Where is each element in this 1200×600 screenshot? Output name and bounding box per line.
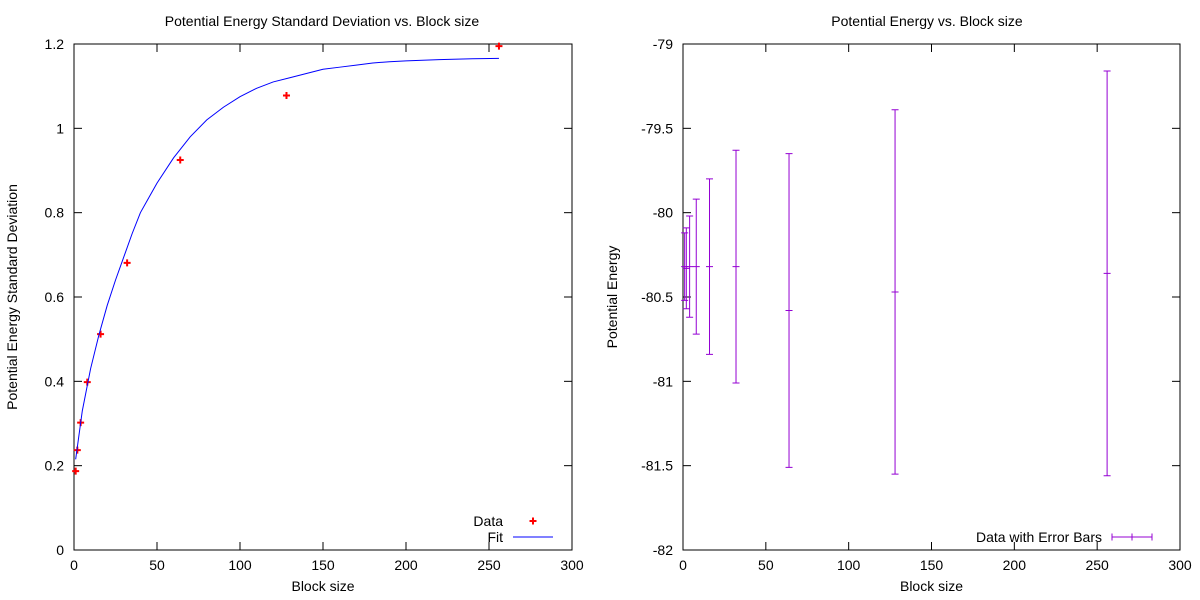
x-tick-label: 150: [311, 557, 335, 573]
x-tick-label: 0: [70, 557, 78, 573]
y-tick-label: 0.4: [45, 373, 65, 389]
legend-label: Data: [473, 513, 503, 529]
data-point: [176, 156, 184, 164]
x-tick-label: 50: [758, 557, 774, 573]
data-point: [72, 467, 80, 475]
error-bar: [891, 109, 899, 475]
data-point: [282, 91, 290, 99]
error-bar: [686, 215, 694, 318]
error-bar: [682, 227, 690, 310]
error-bar: [785, 153, 793, 468]
error-bar: [681, 232, 689, 301]
y-tick-label: -79.5: [641, 120, 673, 136]
data-point: [495, 42, 503, 50]
x-tick-label: 150: [920, 557, 944, 573]
x-axis-label: Block size: [900, 578, 963, 594]
error-bar: [692, 198, 700, 335]
legend-label: Fit: [487, 529, 503, 545]
plot-frame: [73, 43, 573, 551]
legend-marker: [529, 517, 537, 525]
y-tick-label: 0.6: [45, 289, 65, 305]
x-tick-label: 250: [477, 557, 501, 573]
data-point: [97, 330, 105, 338]
x-tick-label: 250: [1085, 557, 1109, 573]
x-tick-label: 300: [1168, 557, 1192, 573]
y-tick-label: 0: [56, 542, 64, 558]
chart-potential-energy: Potential Energy vs. Block size 0 50 100 150…: [604, 13, 1192, 594]
chart-title: Potential Energy Standard Deviation vs. …: [165, 13, 480, 29]
y-tick-label: 1.2: [45, 36, 65, 52]
chart-std-deviation: Potential Energy Standard Deviation vs. …: [4, 13, 584, 594]
x-tick-label: 300: [560, 557, 584, 573]
y-tick-label: -82: [653, 542, 673, 558]
x-tick-label: 100: [837, 557, 861, 573]
x-tick-label: 0: [679, 557, 687, 573]
y-tick-label: -81.5: [641, 458, 673, 474]
y-tick-label: 1: [56, 120, 64, 136]
x-tick-label: 50: [149, 557, 165, 573]
y-axis-label: Potential Energy Standard Deviation: [4, 184, 20, 410]
y-tick-label: 0.2: [45, 458, 65, 474]
y-axis-label: Potential Energy: [604, 246, 620, 349]
y-tick-label: -80: [653, 205, 673, 221]
plot-frame: [682, 43, 1181, 551]
y-tick-label: -81: [653, 373, 673, 389]
fit-line: [75, 57, 499, 460]
x-tick-label: 200: [1003, 557, 1027, 573]
chart-title: Potential Energy vs. Block size: [831, 13, 1023, 29]
y-tick-label: -79: [653, 36, 673, 52]
error-bar: [1103, 70, 1111, 477]
x-tick-label: 200: [394, 557, 418, 573]
x-tick-label: 100: [228, 557, 252, 573]
x-axis-label: Block size: [291, 578, 354, 594]
error-bar: [706, 178, 714, 355]
legend-errorbar: [1111, 533, 1153, 541]
error-bar: [732, 149, 740, 384]
legend-label: Data with Error Bars: [976, 529, 1102, 545]
data-point: [123, 259, 131, 267]
y-tick-label: -80.5: [641, 289, 673, 305]
y-tick-label: 0.8: [45, 205, 65, 221]
